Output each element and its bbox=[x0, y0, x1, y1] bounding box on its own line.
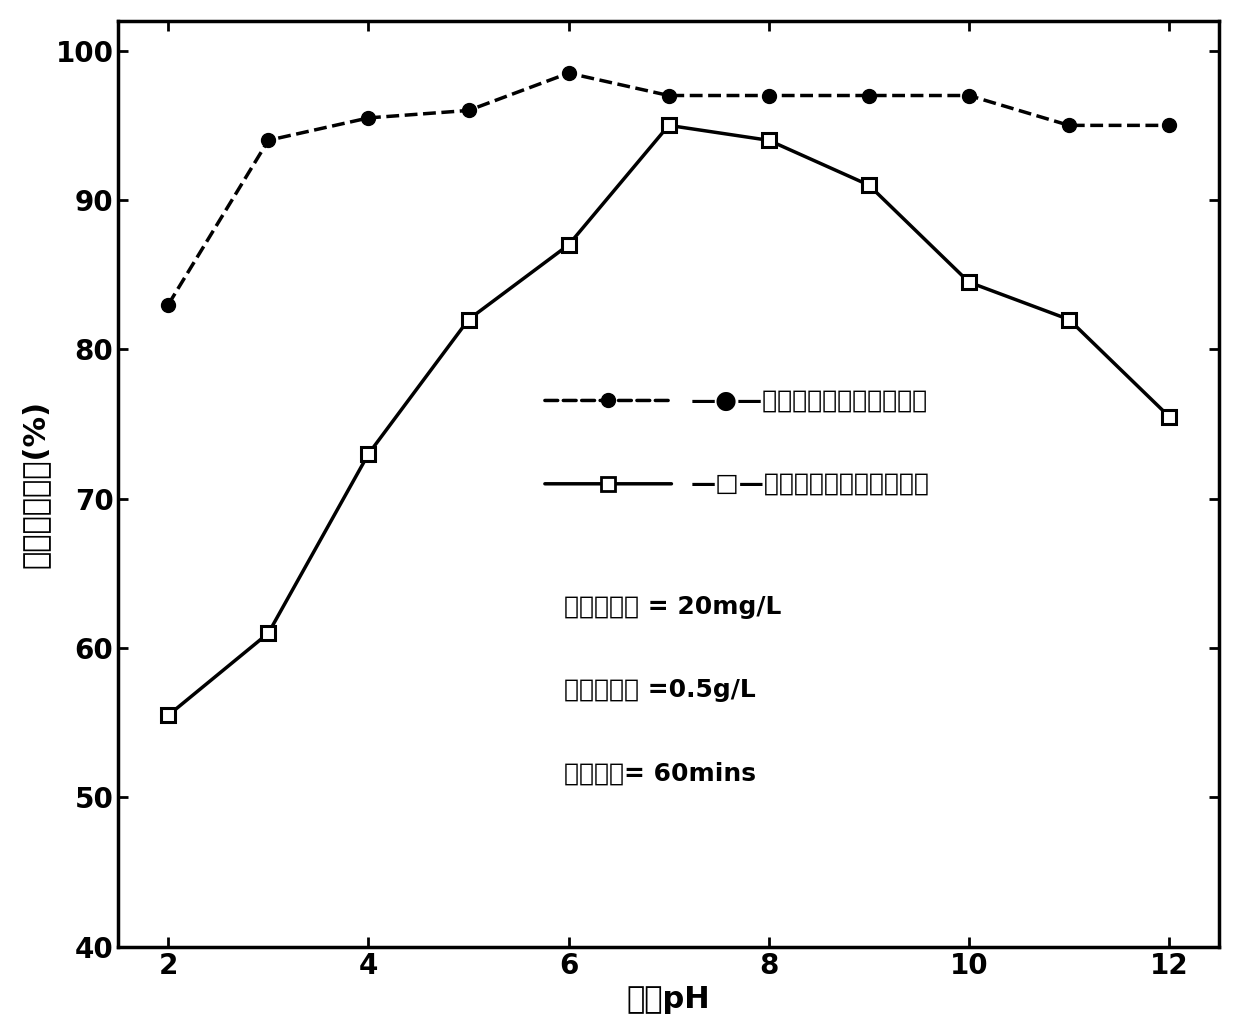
Text: —●—树脂基水合氧化锄吸附剂: —●—树脂基水合氧化锄吸附剂 bbox=[691, 388, 928, 413]
X-axis label: 平衡pH: 平衡pH bbox=[627, 985, 711, 1014]
Y-axis label: 五价砸去除率(%): 五价砸去除率(%) bbox=[21, 400, 50, 568]
Text: 初始砸浓度 = 20mg/L: 初始砸浓度 = 20mg/L bbox=[564, 595, 781, 619]
Text: 平衡时间= 60mins: 平衡时间= 60mins bbox=[564, 762, 756, 786]
Text: 吸附剂用量 =0.5g/L: 吸附剂用量 =0.5g/L bbox=[564, 678, 756, 702]
Text: —□—树脂基水合氧化铁吸附剂: —□—树脂基水合氧化铁吸附剂 bbox=[691, 472, 930, 496]
